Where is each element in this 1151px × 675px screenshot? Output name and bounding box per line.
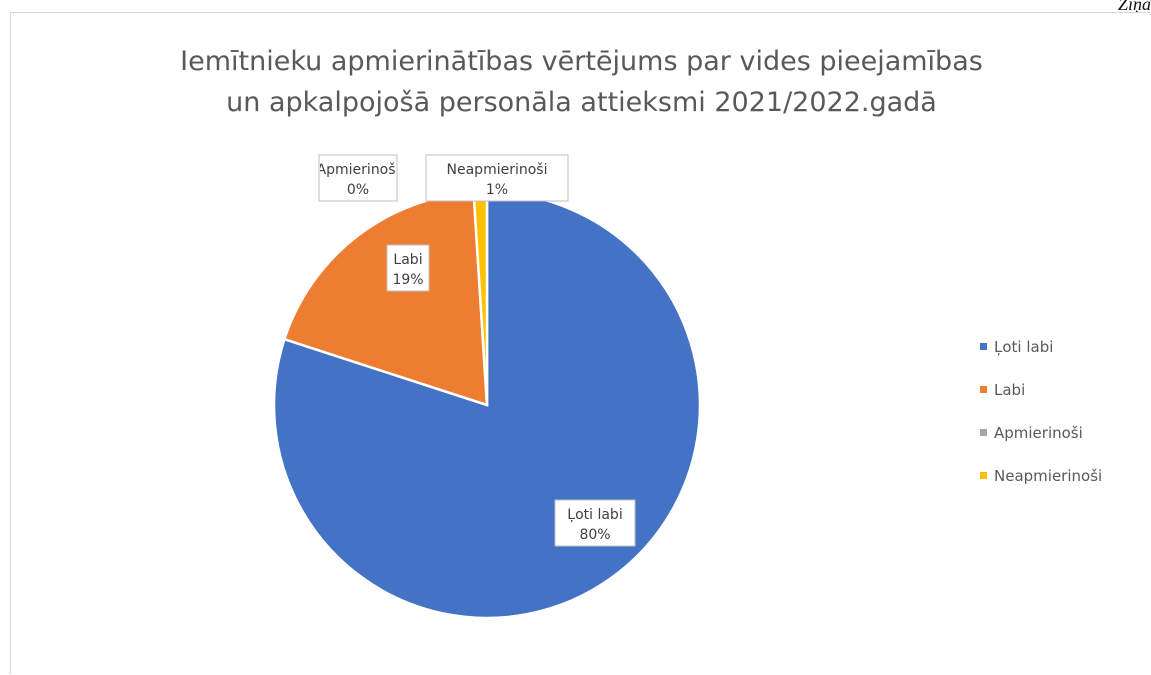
data-label-box <box>318 154 398 202</box>
legend-label: Apmierinoši <box>994 424 1083 442</box>
legend-item-apmierinosi: Apmierinoši <box>980 424 1083 442</box>
chart-title-line-1: Iemītnieku apmierinātības vērtējums par … <box>180 46 983 77</box>
data-label-box <box>554 499 636 547</box>
legend-swatch <box>980 386 987 393</box>
legend-swatch <box>980 472 987 479</box>
data-label-category: Apmierinoši <box>317 162 400 178</box>
legend-label: Ļoti labi <box>994 338 1053 356</box>
data-label-apmierinosi: Apmierinoši 0% <box>317 154 400 202</box>
chart-legend: Ļoti labi Labi Apmierinoši Neapmierinoši <box>980 338 1102 485</box>
pie-chart: Ļoti labi 80% Labi 19% Apmierinoši 0% Neapmier… <box>272 154 1102 620</box>
data-label-percent: 1% <box>486 182 508 198</box>
legend-item-loti-labi: Ļoti labi <box>980 338 1053 356</box>
data-label-category: Labi <box>393 252 422 268</box>
legend-label: Neapmierinoši <box>994 467 1102 485</box>
data-label-box <box>386 244 430 292</box>
chart-area: Iemītnieku apmierinātības vērtējums par … <box>10 12 1151 674</box>
page-header-fragment: Ziņa <box>1117 0 1151 14</box>
data-label-loti-labi: Ļoti labi 80% <box>554 499 636 547</box>
data-label-percent: 19% <box>392 272 423 288</box>
data-label-box <box>425 154 569 202</box>
data-label-category: Ļoti labi <box>567 507 622 523</box>
legend-swatch <box>980 343 987 350</box>
data-label-percent: 0% <box>347 182 369 198</box>
data-label-labi: Labi 19% <box>386 244 430 292</box>
legend-item-neapmierinosi: Neapmierinoši <box>980 467 1102 485</box>
data-label-percent: 80% <box>579 527 610 543</box>
pie-slices <box>272 190 702 620</box>
data-label-category: Neapmierinoši <box>447 162 548 178</box>
chart-title-line-2: un apkalpojošā personāla attieksmi 2021/… <box>226 87 937 118</box>
legend-label: Labi <box>994 381 1025 399</box>
data-label-neapmierinosi: Neapmierinoši 1% <box>425 154 569 202</box>
pie-data-labels: Ļoti labi 80% Labi 19% Apmierinoši 0% Neapmier… <box>317 154 636 547</box>
chart-title: Iemītnieku apmierinātības vērtējums par … <box>11 41 1151 123</box>
legend-item-labi: Labi <box>980 381 1025 399</box>
legend-swatch <box>980 429 987 436</box>
